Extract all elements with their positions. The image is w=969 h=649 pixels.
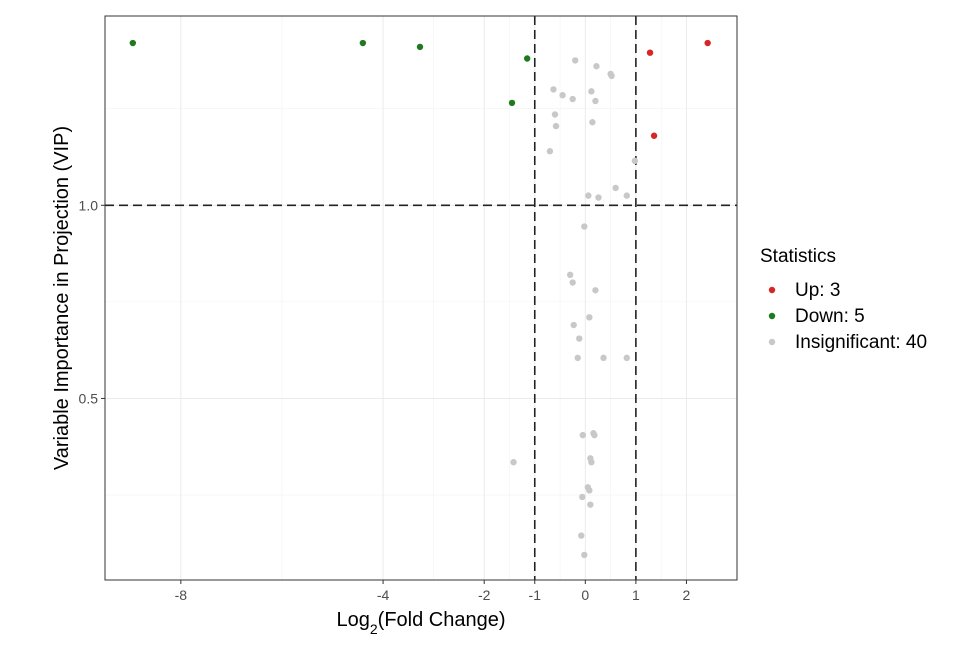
data-point-insig xyxy=(578,532,585,539)
x-axis-ticks: -8 -4 -2 -1 0 1 2 xyxy=(175,580,691,603)
y-tick-label: 1.0 xyxy=(79,197,99,213)
data-point-insig xyxy=(550,86,557,93)
data-point-insig xyxy=(589,119,596,126)
data-point-up xyxy=(646,49,654,56)
data-point-insig xyxy=(585,192,592,199)
data-point-insig xyxy=(631,157,639,165)
data-point-up xyxy=(650,132,658,139)
data-point-insig xyxy=(586,487,593,494)
data-point-insig xyxy=(581,551,588,559)
data-point-down xyxy=(508,99,516,107)
data-point-insig xyxy=(612,184,619,192)
x-axis-title: Log2(Fold Change) xyxy=(336,609,505,637)
data-point-insig xyxy=(587,501,594,508)
data-point-insig xyxy=(600,354,607,362)
data-point-insig xyxy=(588,458,595,466)
legend-key-down xyxy=(768,312,776,320)
data-point-insig xyxy=(569,95,576,103)
data-point-insig xyxy=(579,493,586,501)
data-points xyxy=(129,39,711,559)
legend-title: Statistics xyxy=(760,246,836,267)
data-point-insig xyxy=(579,431,586,439)
data-point-insig xyxy=(572,57,579,64)
data-point-down xyxy=(523,55,531,62)
minor-grid xyxy=(105,16,737,580)
data-point-insig xyxy=(592,287,599,294)
data-point-insig xyxy=(566,271,574,279)
data-point-insig xyxy=(569,279,576,286)
legend-key-up xyxy=(768,286,776,294)
data-point-insig xyxy=(559,91,566,99)
data-point-insig xyxy=(591,431,598,439)
data-point-insig xyxy=(574,354,581,362)
x-tick-label: 2 xyxy=(683,587,691,603)
plot-background xyxy=(105,16,737,580)
threshold-lines xyxy=(105,16,737,580)
data-point-insig xyxy=(608,72,615,80)
data-point-insig xyxy=(592,97,599,105)
x-axis-title-subscript: 2 xyxy=(370,621,378,637)
x-tick-label: -8 xyxy=(175,587,188,603)
legend-label-down: Down: 5 xyxy=(795,306,865,327)
legend-label-up: Up: 3 xyxy=(795,280,840,301)
data-point-insig xyxy=(510,458,517,466)
legend: Statistics Up: 3 Down: 5 Insignificant: 40 xyxy=(760,246,927,353)
data-point-insig xyxy=(570,321,577,329)
y-axis-title: Variable Importance in Projection (VIP) xyxy=(51,126,73,470)
data-point-insig xyxy=(623,192,630,199)
data-point-insig xyxy=(546,148,554,155)
data-point-insig xyxy=(551,111,559,118)
data-point-up xyxy=(704,39,711,47)
data-point-insig xyxy=(552,122,560,130)
data-point-down xyxy=(129,39,137,47)
x-tick-label: -1 xyxy=(529,587,542,603)
y-axis-ticks: 0.5 1.0 xyxy=(79,197,105,406)
data-point-insig xyxy=(581,223,588,230)
data-point-insig xyxy=(576,335,583,342)
legend-label-insig: Insignificant: 40 xyxy=(795,332,927,353)
data-point-insig xyxy=(623,354,630,362)
data-point-insig xyxy=(586,314,593,321)
x-tick-label: -2 xyxy=(478,587,491,603)
x-tick-label: 1 xyxy=(632,587,640,603)
data-point-insig xyxy=(593,63,600,70)
x-tick-label: 0 xyxy=(581,587,589,603)
plot-border xyxy=(104,15,738,581)
legend-key-insig xyxy=(768,338,776,346)
data-point-insig xyxy=(588,88,595,95)
x-tick-label: -4 xyxy=(377,587,390,603)
data-point-down xyxy=(359,39,367,47)
y-tick-label: 0.5 xyxy=(79,390,99,406)
data-point-insig xyxy=(595,194,602,201)
data-point-down xyxy=(416,43,424,51)
